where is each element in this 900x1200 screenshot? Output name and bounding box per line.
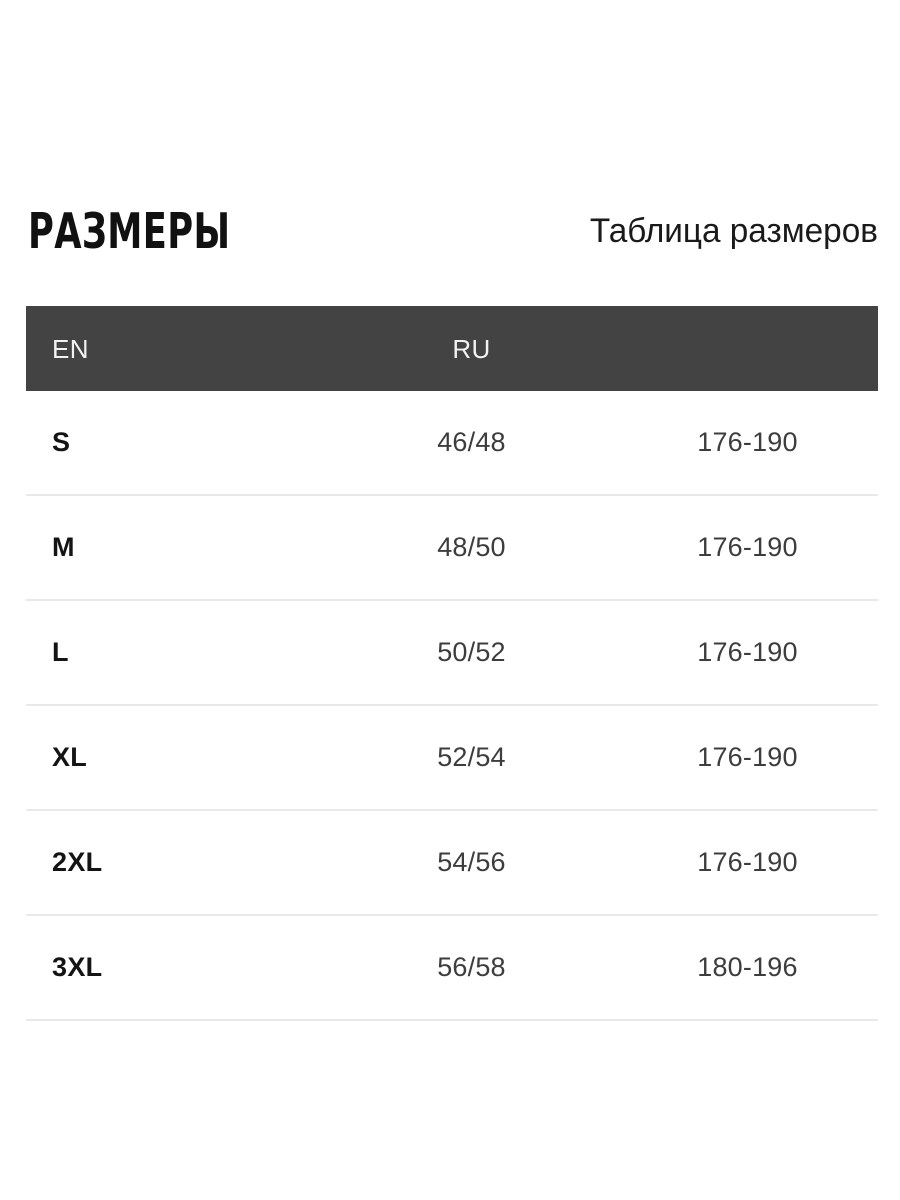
table-row: 3XL 56/58 180-196 xyxy=(26,916,878,1021)
cell-size-code: 2XL xyxy=(52,847,103,877)
cell-height-range: 176-190 xyxy=(697,532,798,562)
cell-ru-size: 52/54 xyxy=(437,742,506,772)
page-title: РАЗМЕРЫ xyxy=(28,202,231,260)
table-row: XL 52/54 176-190 xyxy=(26,706,878,811)
table-body: S 46/48 176-190 M 48/50 176-190 L 50/52 176-190 X… xyxy=(26,391,878,1021)
table-row: M 48/50 176-190 xyxy=(26,496,878,601)
cell-size-code: S xyxy=(52,427,71,457)
cell-height-range: 180-196 xyxy=(697,952,798,982)
page-subtitle: Таблица размеров xyxy=(589,212,878,250)
table-row: 2XL 54/56 176-190 xyxy=(26,811,878,916)
table-row: S 46/48 176-190 xyxy=(26,391,878,496)
table-header-row: EN RU xyxy=(26,306,878,391)
cell-size-code: L xyxy=(52,637,69,667)
cell-ru-size: 54/56 xyxy=(437,847,506,877)
cell-height-range: 176-190 xyxy=(697,847,798,877)
column-header-ru: RU xyxy=(452,333,491,364)
cell-ru-size: 50/52 xyxy=(437,637,506,667)
cell-ru-size: 48/50 xyxy=(437,532,506,562)
table-row: L 50/52 176-190 xyxy=(26,601,878,706)
size-table: EN RU S 46/48 176-190 M 48/50 176-190 L 50/52 17… xyxy=(26,306,878,1021)
cell-ru-size: 46/48 xyxy=(437,427,506,457)
cell-size-code: XL xyxy=(52,742,88,772)
cell-ru-size: 56/58 xyxy=(437,952,506,982)
heading-row: РАЗМЕРЫ Таблица размеров xyxy=(0,196,900,266)
cell-height-range: 176-190 xyxy=(697,742,798,772)
cell-height-range: 176-190 xyxy=(697,427,798,457)
cell-size-code: 3XL xyxy=(52,952,103,982)
column-header-en: EN xyxy=(52,333,89,364)
cell-height-range: 176-190 xyxy=(697,637,798,667)
cell-size-code: M xyxy=(52,532,75,562)
